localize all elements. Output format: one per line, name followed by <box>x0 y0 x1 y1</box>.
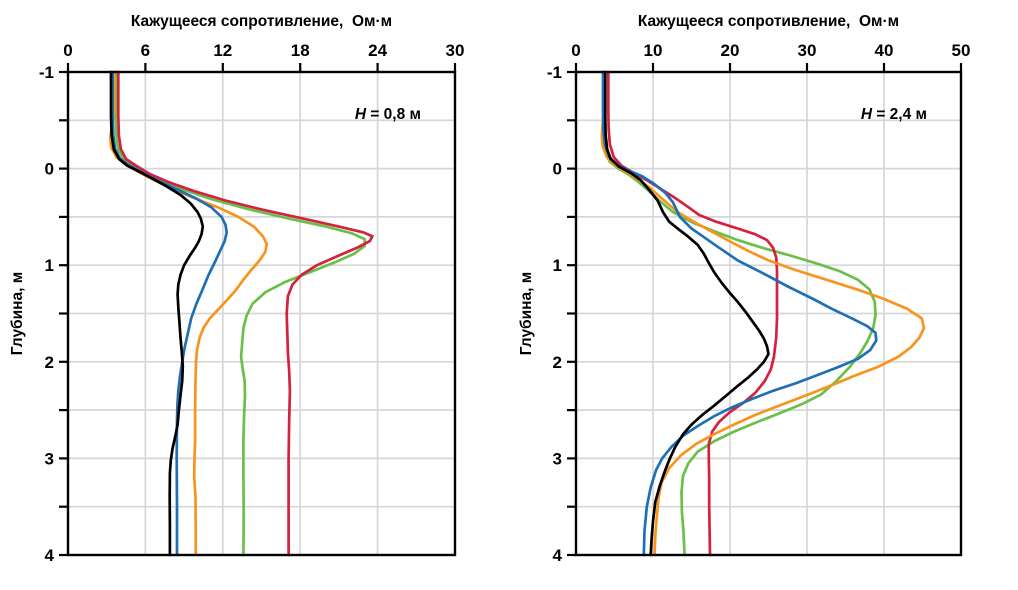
x-tick-label: 18 <box>291 41 310 60</box>
x-tick-label: 40 <box>875 41 894 60</box>
y-tick-label: 3 <box>553 449 562 468</box>
chart-title: Кажущееся сопротивление, Ом·м <box>131 13 392 30</box>
y-tick-label: 0 <box>553 160 562 179</box>
chart-title: Кажущееся сопротивление, Ом·м <box>638 13 899 30</box>
curve-black <box>603 70 770 557</box>
x-tick-label: 30 <box>798 41 817 60</box>
h-annotation: H = 2,4 м <box>861 106 927 123</box>
x-tick-label: 24 <box>368 41 387 60</box>
y-tick-label: 4 <box>553 546 563 565</box>
x-tick-label: 30 <box>446 41 465 60</box>
x-tick-label: 6 <box>141 41 150 60</box>
y-tick-label: -1 <box>547 63 562 82</box>
x-tick-label: 20 <box>721 41 740 60</box>
y-tick-label: 4 <box>45 546 55 565</box>
y-axis-title: Глубина, м <box>9 272 26 355</box>
x-tick-label: 12 <box>213 41 232 60</box>
curve-red <box>116 70 374 557</box>
x-tick-label: 10 <box>644 41 663 60</box>
y-tick-label: 3 <box>45 449 54 468</box>
x-tick-label: 50 <box>952 41 971 60</box>
right-chart-plot: 0 10 20 30 40 50 -1 0 1 2 3 4 Кажущееся сопротивлени… <box>518 13 971 565</box>
y-axis-title: Глубина, м <box>518 272 535 355</box>
y-tick-label: 1 <box>45 256 54 275</box>
right-chart-h-2-4: 0 10 20 30 40 50 -1 0 1 2 3 4 Кажущееся сопротивлени… <box>509 0 1018 590</box>
y-tick-label: 1 <box>553 256 562 275</box>
curve-black <box>109 70 205 557</box>
y-tick-label: 2 <box>45 353 54 372</box>
left-chart-h-0-8: 0 6 12 18 24 30 -1 0 1 2 3 4 Кажущееся сопротивление… <box>9 13 465 565</box>
x-tick-label: 0 <box>63 41 72 60</box>
y-tick-label: 0 <box>45 160 54 179</box>
y-tick-label: 2 <box>553 353 562 372</box>
y-tick-label: -1 <box>39 63 54 82</box>
x-tick-label: 0 <box>571 41 580 60</box>
h-annotation: H = 0,8 м <box>355 106 421 123</box>
